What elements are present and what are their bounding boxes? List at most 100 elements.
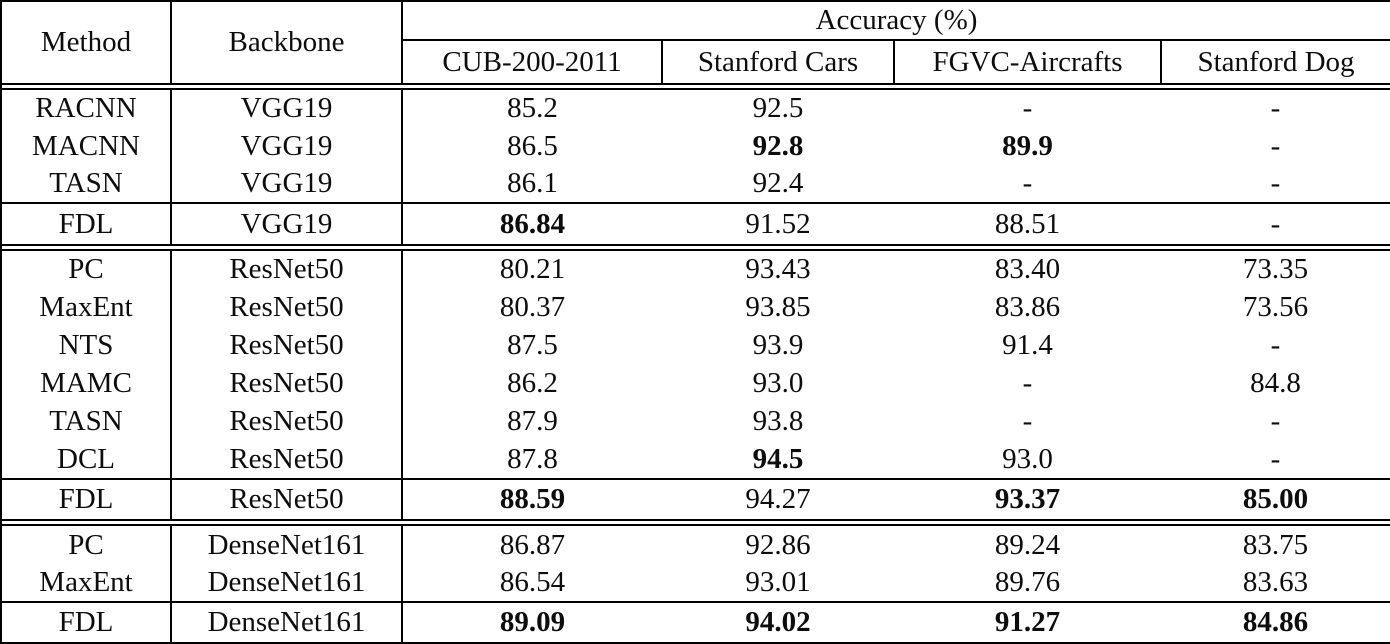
table-row-fdl: FDL VGG19 86.84 91.52 88.51 - bbox=[1, 202, 1390, 245]
method-cell: MAMC bbox=[1, 364, 172, 403]
double-rule bbox=[1, 243, 1390, 251]
col-header-stanford-cars: Stanford Cars bbox=[661, 40, 894, 84]
table-row: TASN VGG19 86.1 92.4 - - bbox=[1, 165, 1390, 204]
value-cell: 92.5 bbox=[752, 92, 804, 125]
double-rule bbox=[1, 82, 1390, 90]
backbone-cell: ResNet50 bbox=[171, 402, 403, 441]
value-cell: 93.01 bbox=[745, 565, 811, 598]
table-row: PC DenseNet161 86.87 92.86 89.24 83.75 bbox=[1, 525, 1390, 564]
value-cell: - bbox=[1270, 328, 1281, 361]
value-cell: - bbox=[1270, 405, 1281, 438]
value-cell: 84.8 bbox=[1250, 367, 1301, 400]
method-cell: PC bbox=[1, 249, 172, 288]
value-cell: 73.35 bbox=[1242, 253, 1309, 286]
value-cell: 86.2 bbox=[507, 367, 558, 400]
table-row: RACNN VGG19 85.2 92.5 - - bbox=[1, 88, 1390, 127]
backbone-cell: VGG19 bbox=[171, 165, 403, 204]
value-cell: 89.24 bbox=[994, 528, 1061, 561]
table-row: TASN ResNet50 87.9 93.8 - - bbox=[1, 402, 1390, 441]
value-cell: 80.37 bbox=[499, 290, 566, 323]
value-cell: 83.75 bbox=[1242, 528, 1309, 561]
value-cell: 93.8 bbox=[752, 405, 804, 438]
backbone-cell: ResNet50 bbox=[171, 249, 403, 288]
backbone-cell: ResNet50 bbox=[171, 440, 403, 479]
value-cell: 88.59 bbox=[402, 477, 662, 521]
value-cell: - bbox=[1161, 202, 1390, 245]
backbone-cell: DenseNet161 bbox=[171, 600, 403, 643]
backbone-cell: VGG19 bbox=[171, 126, 403, 166]
value-cell: - bbox=[1270, 443, 1281, 476]
col-header-method: Method bbox=[1, 1, 172, 84]
value-cell: 80.21 bbox=[499, 253, 566, 286]
method-cell: DCL bbox=[1, 440, 172, 479]
value-cell: 94.27 bbox=[662, 477, 894, 521]
method-cell: PC bbox=[1, 525, 172, 564]
value-cell: 85.00 bbox=[1161, 477, 1390, 521]
value-cell: 87.9 bbox=[507, 405, 558, 438]
table-row: MaxEnt ResNet50 80.37 93.85 83.86 73.56 bbox=[1, 287, 1390, 327]
value-cell: 86.1 bbox=[507, 167, 558, 200]
value-cell: - bbox=[1270, 92, 1281, 125]
method-cell: MaxEnt bbox=[1, 563, 172, 602]
backbone-cell: DenseNet161 bbox=[171, 525, 403, 564]
value-cell: - bbox=[1022, 405, 1033, 438]
method-cell: FDL bbox=[1, 202, 172, 245]
table-row-fdl: FDL DenseNet161 89.09 94.02 91.27 84.86 bbox=[1, 600, 1390, 643]
value-cell: 83.86 bbox=[994, 290, 1061, 323]
backbone-cell: VGG19 bbox=[171, 88, 403, 127]
col-header-stanford-dog: Stanford Dog bbox=[1160, 40, 1390, 84]
method-cell: TASN bbox=[1, 402, 172, 441]
value-cell: 93.0 bbox=[752, 367, 804, 400]
col-header-cub-200-2011: CUB-200-2011 bbox=[442, 45, 622, 78]
backbone-cell: ResNet50 bbox=[171, 364, 403, 403]
value-cell: 92.4 bbox=[752, 167, 804, 200]
table-row: MACNN VGG19 86.5 92.8 89.9 - bbox=[1, 126, 1390, 166]
value-cell: 83.40 bbox=[994, 253, 1061, 286]
value-cell: 86.87 bbox=[499, 528, 566, 561]
table-row: MAMC ResNet50 86.2 93.0 - 84.8 bbox=[1, 364, 1390, 403]
value-cell: 93.37 bbox=[894, 477, 1161, 521]
value-cell: 83.63 bbox=[1242, 565, 1309, 598]
value-cell: 93.0 bbox=[1002, 443, 1053, 476]
value-cell: 88.51 bbox=[894, 202, 1161, 245]
value-cell: 94.5 bbox=[752, 443, 804, 476]
value-cell: 93.85 bbox=[745, 290, 811, 323]
backbone-cell: ResNet50 bbox=[171, 477, 403, 521]
table-row: DCL ResNet50 87.8 94.5 93.0 - bbox=[1, 440, 1390, 479]
method-cell: FDL bbox=[1, 477, 172, 521]
method-cell: MaxEnt bbox=[1, 287, 172, 327]
value-cell: - bbox=[1270, 129, 1281, 162]
value-cell: 73.56 bbox=[1242, 290, 1309, 323]
value-cell: 92.8 bbox=[752, 129, 804, 162]
value-cell: 86.84 bbox=[402, 202, 662, 245]
method-cell: TASN bbox=[1, 165, 172, 204]
col-header-backbone: Backbone bbox=[171, 1, 403, 84]
value-cell: 87.8 bbox=[507, 443, 558, 476]
backbone-cell: VGG19 bbox=[171, 202, 403, 245]
value-cell: 94.02 bbox=[662, 600, 894, 643]
table-row-fdl: FDL ResNet50 88.59 94.27 93.37 85.00 bbox=[1, 477, 1390, 521]
value-cell: - bbox=[1022, 367, 1033, 400]
value-cell: - bbox=[1270, 167, 1281, 200]
value-cell: 93.43 bbox=[745, 253, 811, 286]
table-row: MaxEnt DenseNet161 86.54 93.01 89.76 83.… bbox=[1, 563, 1390, 602]
double-rule bbox=[1, 519, 1390, 527]
value-cell: - bbox=[1022, 167, 1033, 200]
backbone-cell: DenseNet161 bbox=[171, 563, 403, 602]
table-row: NTS ResNet50 87.5 93.9 91.4 - bbox=[1, 326, 1390, 365]
value-cell: 89.76 bbox=[994, 565, 1061, 598]
table-row: PC ResNet50 80.21 93.43 83.40 73.35 bbox=[1, 249, 1390, 288]
value-cell: 89.9 bbox=[1002, 129, 1053, 162]
value-cell: 93.9 bbox=[752, 328, 804, 361]
value-cell: 89.09 bbox=[402, 600, 662, 643]
value-cell: 86.54 bbox=[499, 565, 566, 598]
col-header-accuracy-group: Accuracy (%) bbox=[402, 1, 1390, 42]
method-cell: FDL bbox=[1, 600, 172, 643]
value-cell: 86.5 bbox=[507, 129, 558, 162]
backbone-cell: ResNet50 bbox=[171, 287, 403, 327]
backbone-cell: ResNet50 bbox=[171, 326, 403, 365]
value-cell: 91.27 bbox=[894, 600, 1161, 643]
value-cell: 85.2 bbox=[507, 92, 558, 125]
